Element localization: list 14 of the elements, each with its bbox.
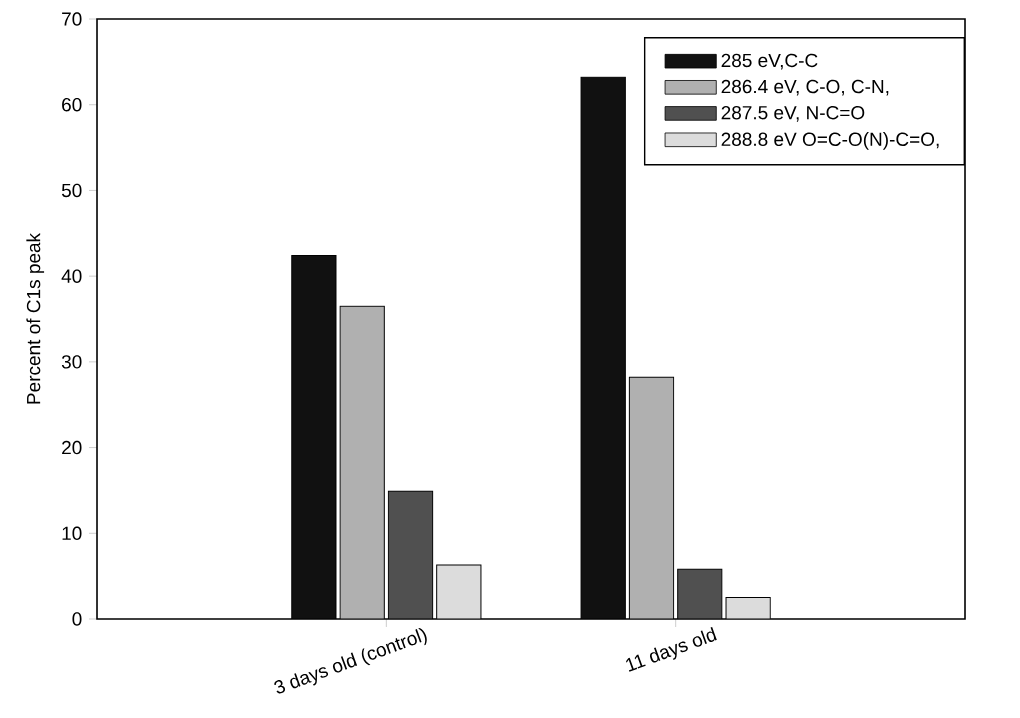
- y-tick-label: 30: [61, 355, 82, 369]
- y-tick-label: 60: [62, 98, 82, 112]
- legend-label: 285 eV,C-C: [721, 53, 818, 70]
- x-tick-label: 11 days old: [626, 626, 717, 672]
- y-tick-label: 10: [62, 526, 82, 541]
- legend-label: 287.5 eV, N-C=O: [721, 105, 865, 122]
- y-axis-title: Percent of C1s peak: [26, 232, 45, 404]
- legend-label: 286.4 eV, C-O, C-N,: [721, 79, 889, 96]
- y-tick-label: 70: [62, 12, 82, 26]
- y-tick-label: 50: [61, 183, 82, 198]
- y-tick-label: 0: [72, 612, 82, 626]
- legend-label: 288.8 eV O=C-O(N)-C=O,: [721, 132, 939, 150]
- y-tick-label: 20: [62, 440, 82, 455]
- y-tick-label: 40: [61, 269, 82, 283]
